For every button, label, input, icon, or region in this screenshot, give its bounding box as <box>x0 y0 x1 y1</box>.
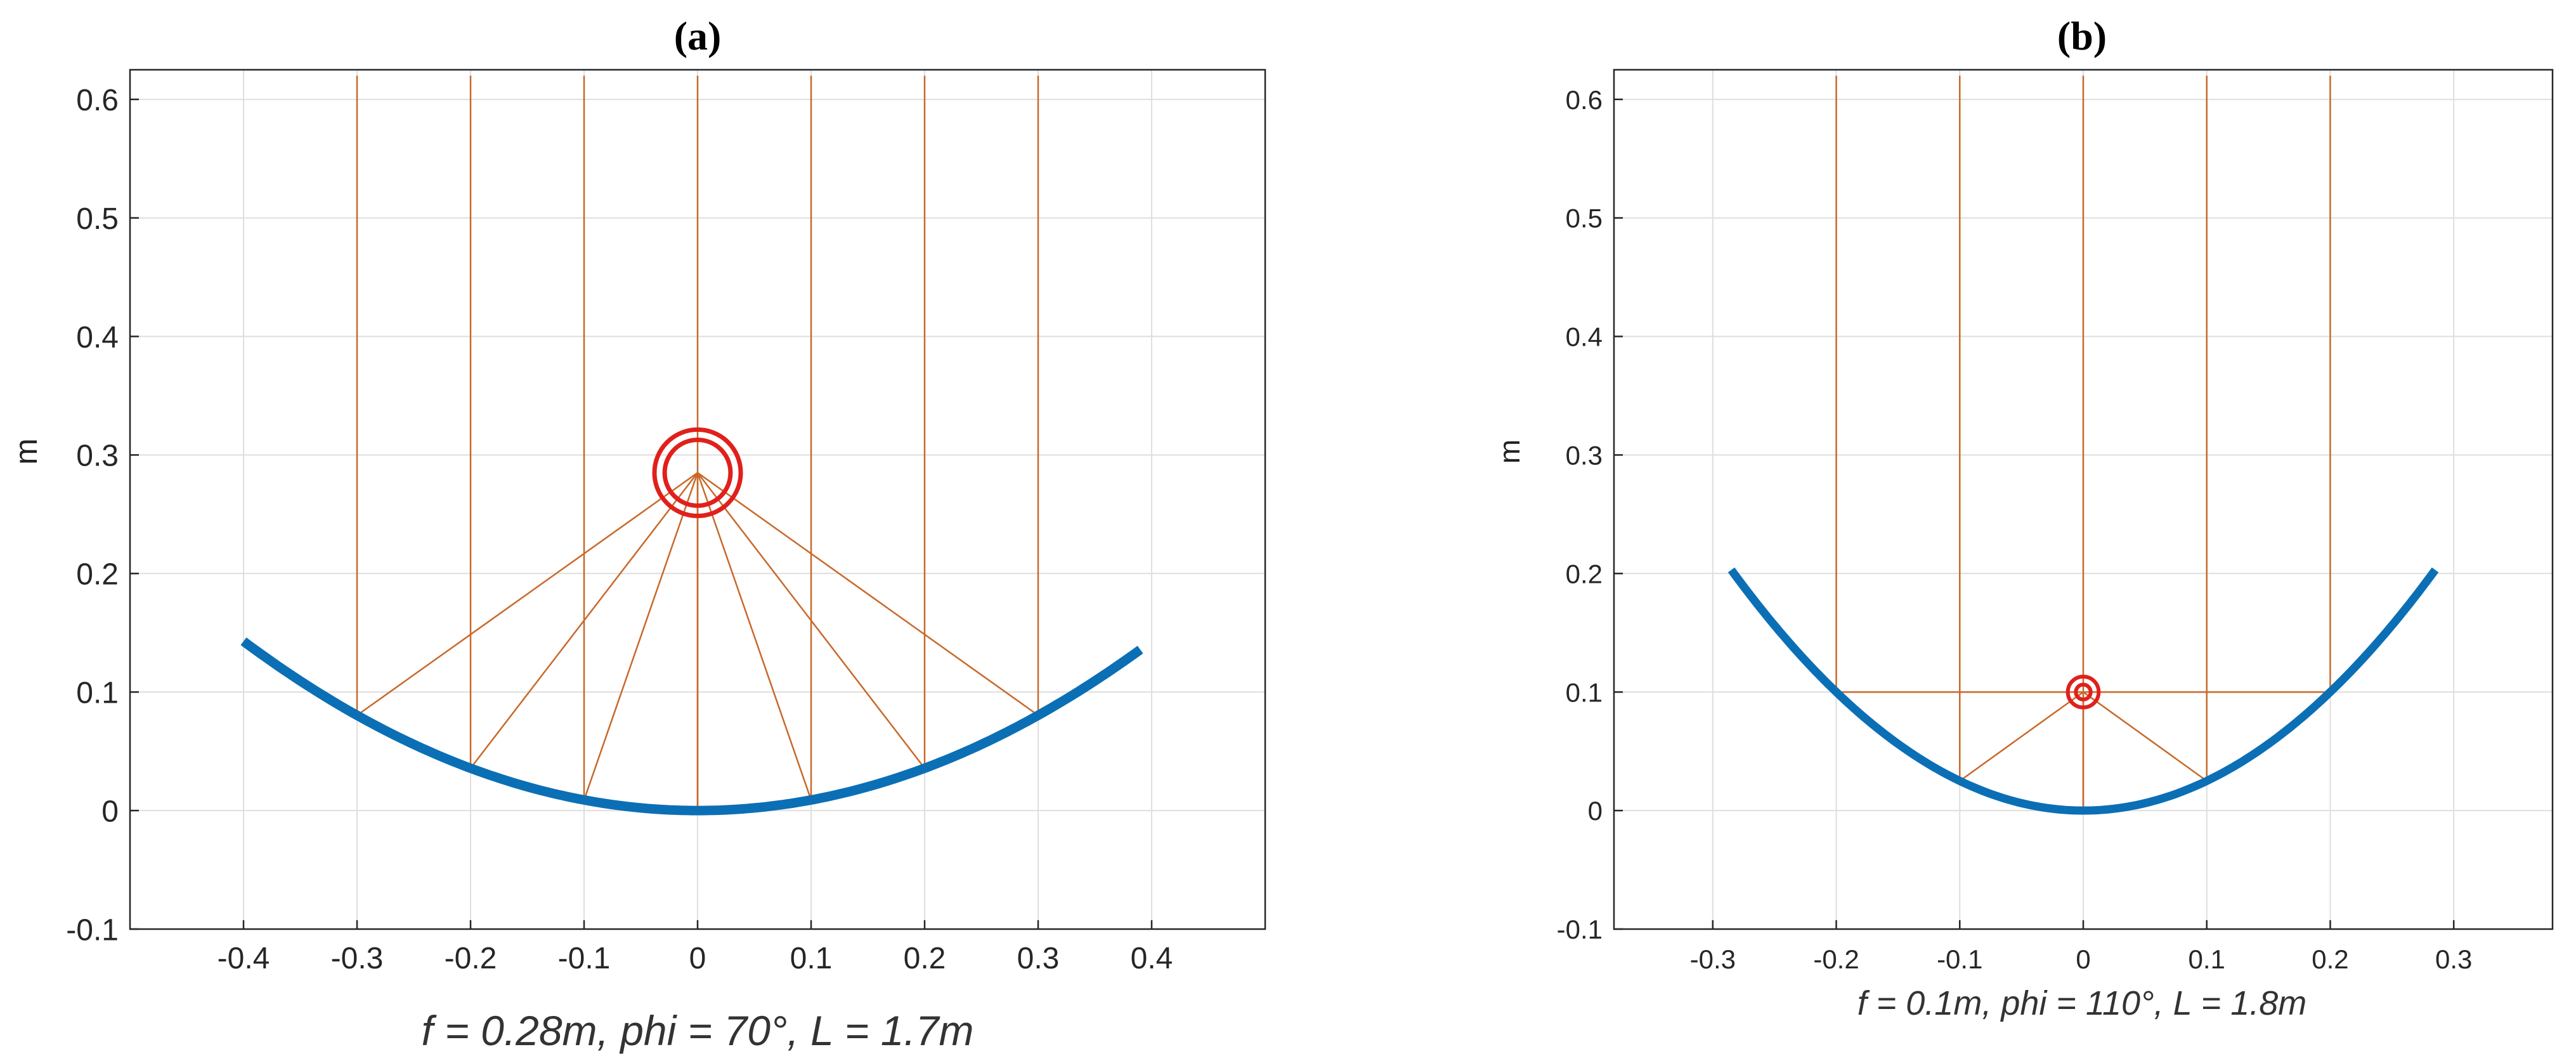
x-tick-label: 0.3 <box>2435 944 2472 974</box>
reflected-ray <box>697 472 925 769</box>
x-tick-label: 0.1 <box>790 942 833 975</box>
x-tick-label: 0.4 <box>1131 942 1173 975</box>
y-tick-label: 0.1 <box>1566 677 1603 707</box>
y-tick-label: 0.2 <box>76 558 119 592</box>
y-tick-label: 0.4 <box>76 321 119 355</box>
x-tick-label: 0.2 <box>904 942 946 975</box>
reflected-ray <box>1959 691 2084 782</box>
x-tick-label: -0.2 <box>445 942 497 975</box>
y-tick-label: 0.2 <box>1566 559 1603 589</box>
x-tick-label: -0.3 <box>1690 944 1736 974</box>
x-tick-label: 0.1 <box>2189 944 2225 974</box>
y-tick-label: 0 <box>101 795 119 828</box>
x-tick-label: -0.1 <box>558 942 611 975</box>
reflector-curve-b <box>1727 567 2439 815</box>
reflected-ray <box>696 472 812 800</box>
x-tick-label: 0 <box>2076 944 2090 974</box>
y-tick-label: 0.5 <box>1566 204 1603 233</box>
panel-b-label: (b) <box>2057 13 2107 58</box>
y-tick-label: 0.1 <box>76 676 119 710</box>
panel-a-label: (a) <box>674 13 722 58</box>
x-tick-label: -0.4 <box>218 942 270 975</box>
panel-b: (b) f = 0.1m, phi = 110°, L = 1.8m m -0.… <box>1493 13 2554 1022</box>
rays-b <box>1835 75 2331 811</box>
reflected-ray <box>2083 691 2208 782</box>
x-tick-label: -0.2 <box>1813 944 1859 974</box>
panel-a-subtitle: f = 0.28m, phi = 70°, L = 1.7m <box>422 1007 974 1054</box>
reflected-ray <box>697 472 1039 716</box>
rays-a <box>356 75 1039 811</box>
reflected-ray <box>356 472 698 716</box>
receiver-inner-b <box>2074 682 2093 701</box>
y-tick-label: 0.6 <box>76 84 119 117</box>
y-tick-label: 0.3 <box>76 439 119 473</box>
y-tick-label: 0 <box>1588 796 1603 826</box>
x-tick-label: -0.1 <box>1937 944 1982 974</box>
x-tick-label: 0 <box>689 942 706 975</box>
receiver-outer-a <box>652 427 743 518</box>
x-tick-label: 0.2 <box>2312 944 2348 974</box>
x-tick-label: -0.3 <box>331 942 384 975</box>
y-tick-label: 0.3 <box>1566 441 1603 471</box>
panel-a: (a) f = 0.28m, phi = 70°, L = 1.7m m -0.… <box>8 13 1266 1054</box>
reflected-ray <box>583 472 699 800</box>
x-tick-label: 0.3 <box>1017 942 1060 975</box>
y-tick-label: 0.5 <box>76 202 119 236</box>
y-tick-label: 0.4 <box>1566 322 1603 352</box>
y-tick-label: -0.1 <box>1557 915 1603 944</box>
panel-a-ylabel: m <box>8 438 44 465</box>
panel-b-subtitle: f = 0.1m, phi = 110°, L = 1.8m <box>1857 984 2307 1022</box>
y-tick-label: 0.6 <box>1566 85 1603 115</box>
y-tick-label: -0.1 <box>66 913 119 947</box>
receiver-inner-a <box>662 438 733 508</box>
panel-b-ylabel: m <box>1493 439 1526 464</box>
receiver-outer-b <box>2065 674 2101 710</box>
reflector-curve-a <box>240 637 1143 816</box>
